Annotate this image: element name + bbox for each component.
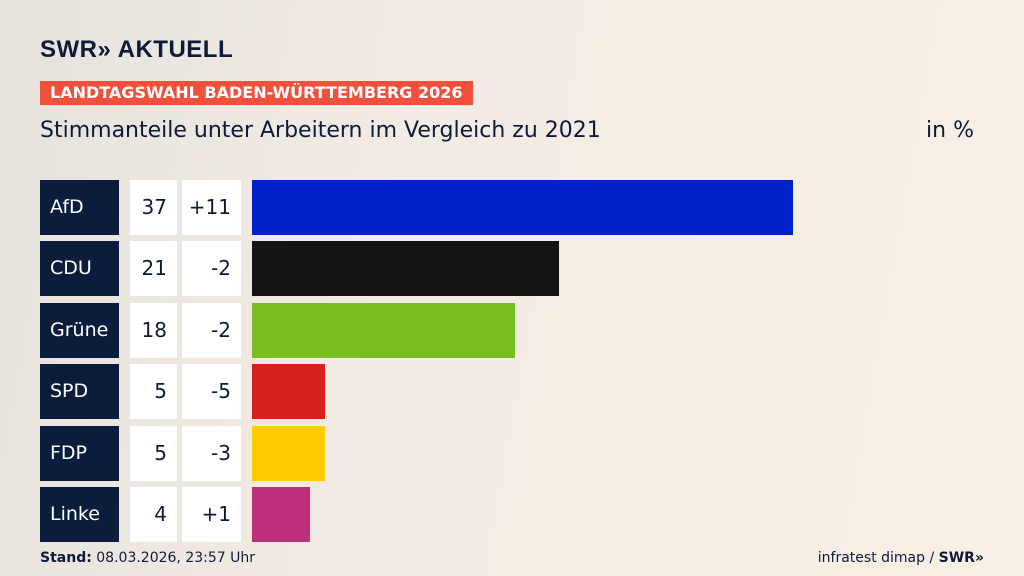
stand-value: 08.03.2026, 23:57 Uhr <box>96 550 255 566</box>
value-label: 18 <box>130 302 177 358</box>
bar-row: FDP 5 -3 <box>40 425 1000 481</box>
party-label: SPD <box>40 364 119 420</box>
bar-row: SPD 5 -5 <box>40 364 1000 420</box>
party-label: CDU <box>40 241 119 297</box>
source-text: infratest dimap / <box>817 550 939 566</box>
bar <box>252 241 560 297</box>
value-label: 4 <box>130 487 177 542</box>
change-label: -5 <box>182 364 241 420</box>
change-label: -3 <box>182 425 241 481</box>
stand-label: Stand: <box>40 550 92 566</box>
bar-row: CDU 21 -2 <box>40 241 1000 297</box>
bar <box>252 302 516 358</box>
bar <box>252 180 793 235</box>
party-label: Linke <box>40 487 119 542</box>
unit-label: in % <box>926 118 974 143</box>
bar-row: AfD 37 +11 <box>40 180 1000 235</box>
change-label: -2 <box>182 302 241 358</box>
bar <box>252 425 326 481</box>
swr-aktuell-logo: SWR» AKTUELL <box>40 36 234 63</box>
source: infratest dimap / SWR» <box>818 550 984 566</box>
bar-row: Linke 4 +1 <box>40 487 1000 542</box>
value-label: 5 <box>130 425 177 481</box>
change-label: +11 <box>182 180 241 235</box>
party-label: AfD <box>40 180 119 235</box>
timestamp: Stand: 08.03.2026, 23:57 Uhr <box>40 550 255 566</box>
bar <box>252 487 311 542</box>
bar <box>252 364 326 420</box>
party-label: FDP <box>40 425 119 481</box>
value-label: 37 <box>130 180 177 235</box>
party-label: Grüne <box>40 302 119 358</box>
chart-title: Stimmanteile unter Arbeitern im Vergleic… <box>40 118 601 143</box>
change-label: +1 <box>182 487 241 542</box>
source-brand: SWR» <box>938 550 984 566</box>
kicker-label: LANDTAGSWAHL BADEN-WÜRTTEMBERG 2026 <box>40 81 473 105</box>
value-label: 21 <box>130 241 177 297</box>
value-label: 5 <box>130 364 177 420</box>
change-label: -2 <box>182 241 241 297</box>
bar-row: Grüne 18 -2 <box>40 302 1000 358</box>
